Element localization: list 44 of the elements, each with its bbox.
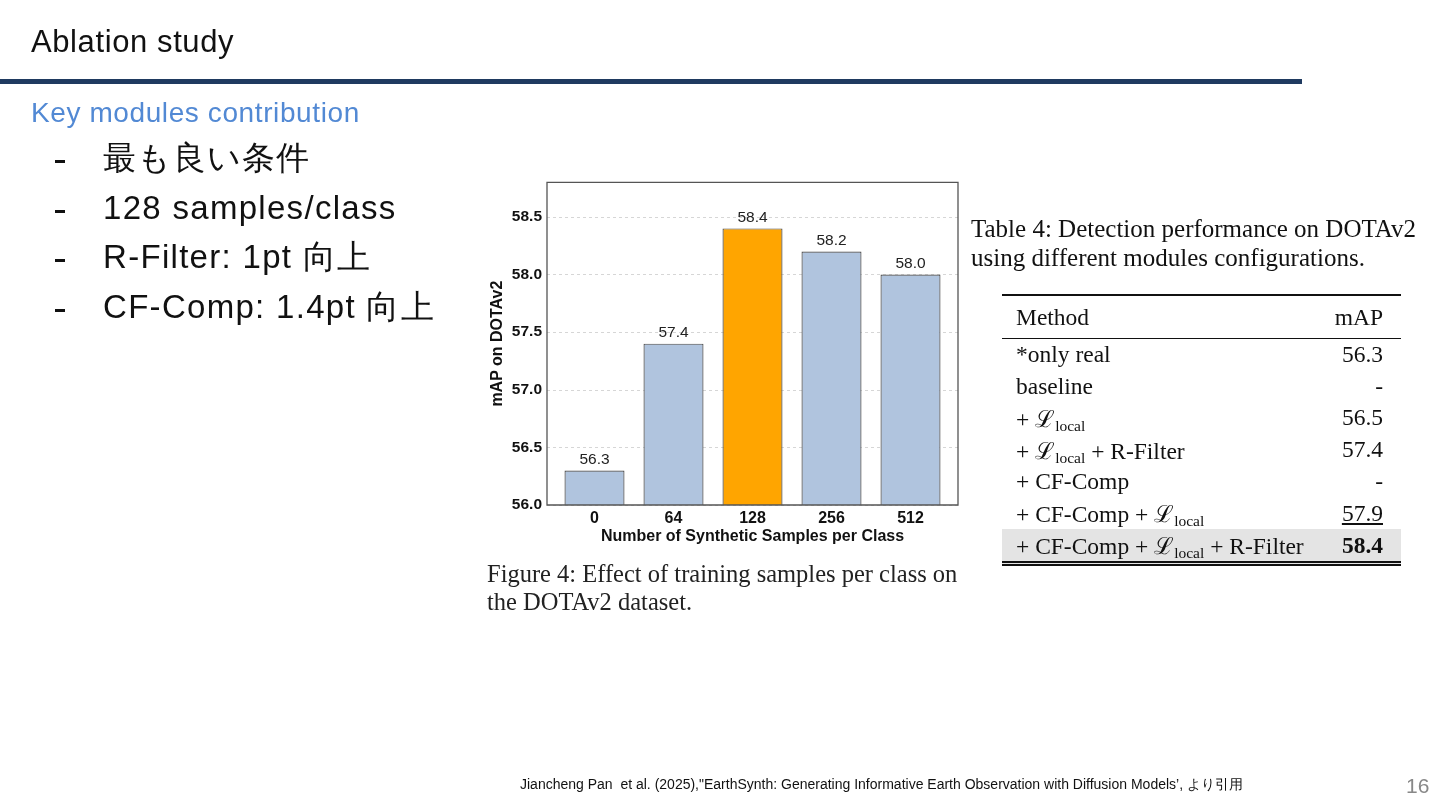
text: 16 xyxy=(1406,774,1430,798)
x-tick-label: 256 xyxy=(818,509,845,527)
y-tick-label: 56.5 xyxy=(511,437,543,455)
y-tick-label: 57.5 xyxy=(511,322,543,340)
y-tick-label: 57.0 xyxy=(511,380,542,398)
category-label: + ℒ$_{local}$ + R-Filter xyxy=(1015,436,1186,466)
x-axis-title: Number of Synthetic Samples per Class xyxy=(600,526,905,544)
text: Method xyxy=(1002,295,1330,339)
y-tick-label: 56.0 xyxy=(511,495,542,513)
text: 最も良い条件 xyxy=(103,138,311,178)
text: Ablation study xyxy=(31,23,235,61)
data-label: 57.4 xyxy=(658,323,689,341)
data-label: 58.2 xyxy=(816,230,847,248)
data-label: 58.4 xyxy=(1340,530,1384,560)
data-label: 56.3 xyxy=(1340,340,1384,370)
data-label: 56.5 xyxy=(1340,403,1384,433)
y-tick-label: 58.0 xyxy=(511,264,542,282)
data-label: 56.3 xyxy=(579,449,610,467)
x-tick-label: 64 xyxy=(664,509,683,527)
text: Table 4: Detection performance on DOTAv2 using different modules configurations. xyxy=(971,214,1417,272)
data-label: 57.9 xyxy=(1340,498,1384,528)
text: Key modules contribution xyxy=(31,97,360,129)
caption: Figure 4: Effect of training samples per class on the DOTAv2 dataset. xyxy=(487,560,959,616)
x-tick-label: 512 xyxy=(897,509,924,527)
text: R-Filter: 1pt 向上 xyxy=(103,237,372,277)
text: mAP xyxy=(1329,295,1401,339)
data-label: - xyxy=(1374,466,1384,496)
category-label: baseline xyxy=(1015,371,1094,401)
text: CF-Comp: 1.4pt 向上 xyxy=(103,287,436,327)
text: Jiancheng Pan et al. (2025),"EarthSynth: Generating Informative Earth Observation with Diffusion Models’, より引用 xyxy=(520,775,1243,793)
category-label: + CF-Comp + ℒ$_{local}$ + R-Filter xyxy=(1015,532,1305,564)
y-axis-title: mAP on DOTAv2 xyxy=(488,280,506,407)
category-label: + CF-Comp + ℒ$_{local}$ xyxy=(1015,500,1206,530)
data-label: - xyxy=(1374,371,1384,401)
x-tick-label: 0 xyxy=(590,509,600,527)
y-tick-label: 58.5 xyxy=(511,207,543,225)
x-tick-label: 128 xyxy=(739,509,766,527)
category-label: + CF-Comp xyxy=(1015,466,1131,496)
data-label: 58.0 xyxy=(895,254,926,272)
data-label: 57.4 xyxy=(1340,435,1384,465)
category-label: *only real xyxy=(1015,340,1112,370)
text: 128 samples/class xyxy=(103,188,397,228)
data-label: 58.4 xyxy=(737,207,768,225)
category-label: + ℒ$_{local}$ xyxy=(1015,404,1087,434)
